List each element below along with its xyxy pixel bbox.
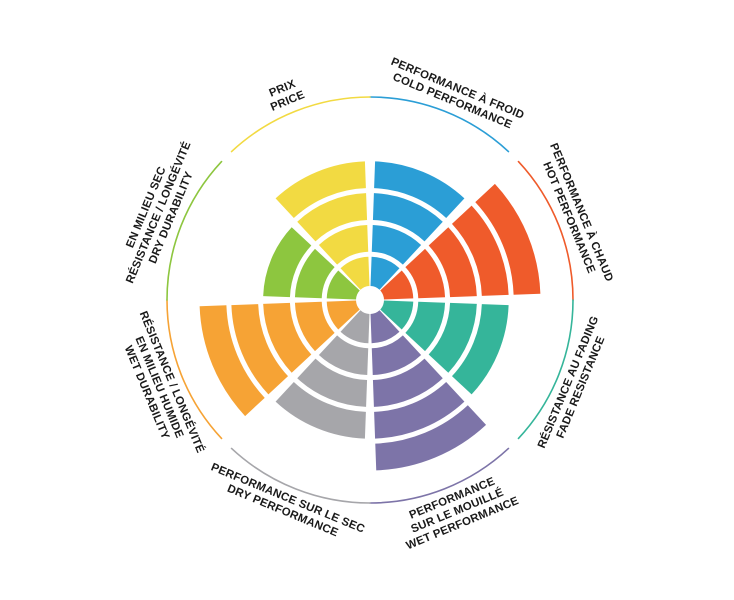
guide-dry-durability-arc xyxy=(166,160,223,301)
guide-wet-performance-arc xyxy=(369,447,510,504)
outer-guide-arc-layer xyxy=(166,96,574,504)
guide-dry-performance-arc xyxy=(230,447,371,504)
wedge-hot-performance[interactable] xyxy=(380,183,541,300)
wedge-ring-hot-performance-1 xyxy=(380,270,414,300)
wedge-ring-dry-performance-2 xyxy=(318,335,369,376)
wedge-ring-hot-performance-5 xyxy=(475,183,541,295)
guide-fade-arc xyxy=(517,299,574,440)
wedge-cold-performance[interactable] xyxy=(370,161,465,290)
wedge-ring-fade-resistance-4 xyxy=(451,304,509,395)
wedge-ring-wet-durability-3 xyxy=(263,302,312,373)
wedge-layer xyxy=(199,161,541,471)
wedge-wet-performance[interactable] xyxy=(370,310,487,471)
wedge-ring-wet-performance-2 xyxy=(371,335,422,376)
wedge-fade-resistance[interactable] xyxy=(380,300,509,395)
wedge-ring-fade-resistance-3 xyxy=(428,302,477,373)
wedge-ring-fade-resistance-1 xyxy=(380,300,414,330)
guide-wet-durability-arc xyxy=(166,299,223,440)
wedge-dry-durability[interactable] xyxy=(263,227,360,300)
axis-label-line: PERFORMANCE SUR LE SEC xyxy=(209,462,366,536)
wedge-ring-price-1 xyxy=(340,256,370,290)
wedge-price[interactable] xyxy=(275,161,370,290)
wedge-ring-wet-performance-3 xyxy=(372,358,443,407)
wedge-ring-wet-performance-4 xyxy=(374,381,465,439)
wedge-ring-dry-durability-1 xyxy=(326,270,360,300)
wedge-ring-cold-performance-4 xyxy=(374,161,465,219)
wedge-ring-dry-performance-3 xyxy=(297,358,368,407)
wedge-ring-cold-performance-1 xyxy=(370,256,400,290)
wedge-ring-wet-durability-1 xyxy=(326,300,360,330)
wedge-dry-performance[interactable] xyxy=(275,310,370,439)
wedge-wet-durability[interactable] xyxy=(199,300,360,417)
guide-cold-arc xyxy=(369,96,510,153)
wedge-ring-fade-resistance-2 xyxy=(405,301,446,352)
wedge-ring-cold-performance-2 xyxy=(371,224,422,265)
wedge-ring-wet-durability-5 xyxy=(199,305,265,417)
wedge-ring-dry-durability-2 xyxy=(294,248,335,299)
wedge-ring-dry-performance-4 xyxy=(275,381,366,439)
wedge-ring-wet-durability-2 xyxy=(294,301,335,352)
wedge-ring-hot-performance-3 xyxy=(428,227,477,298)
wedge-ring-wet-durability-4 xyxy=(231,304,289,395)
guide-price-arc xyxy=(230,96,371,153)
wedge-ring-price-4 xyxy=(275,161,366,219)
wedge-ring-price-3 xyxy=(297,193,368,242)
wedge-ring-hot-performance-2 xyxy=(405,248,446,299)
wedge-ring-wet-performance-5 xyxy=(375,405,487,471)
guide-hot-arc xyxy=(517,160,574,301)
wedge-ring-hot-performance-4 xyxy=(451,205,509,296)
wedge-ring-cold-performance-3 xyxy=(372,193,443,242)
wedge-ring-dry-durability-3 xyxy=(263,227,312,298)
wedge-ring-wet-performance-1 xyxy=(370,310,400,344)
wedge-ring-dry-performance-1 xyxy=(340,310,370,344)
wedge-ring-price-2 xyxy=(318,224,369,265)
